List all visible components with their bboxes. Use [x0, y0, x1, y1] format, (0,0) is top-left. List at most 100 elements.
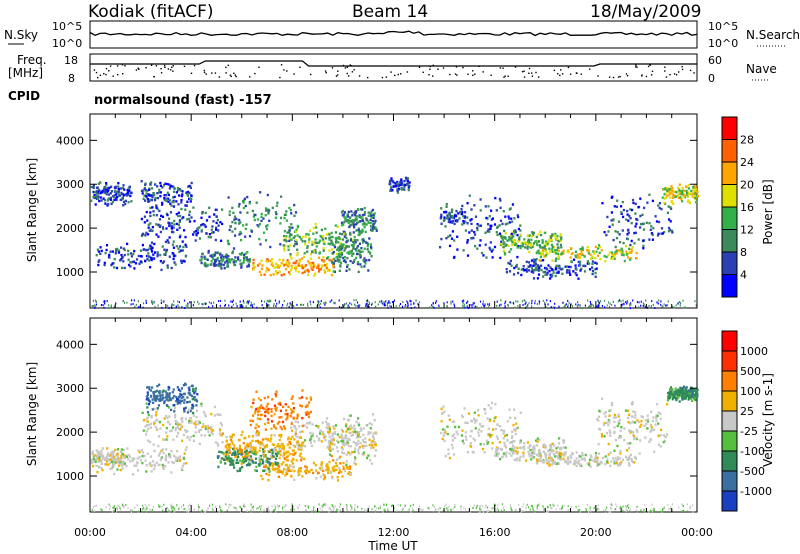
- power-echo: [147, 200, 150, 203]
- power-echo: [132, 303, 134, 305]
- power-echo: [311, 240, 314, 243]
- power-echo: [399, 303, 402, 305]
- power-echo: [463, 221, 466, 225]
- power-echo: [239, 300, 241, 303]
- power-echo: [561, 251, 564, 254]
- power-echo: [346, 213, 349, 217]
- power-echo: [352, 239, 355, 242]
- power-echo: [604, 259, 607, 263]
- velocity-echo: [500, 448, 503, 451]
- velocity-echo: [239, 459, 242, 462]
- power-echo: [585, 249, 589, 252]
- power-echo: [353, 258, 356, 262]
- power-echo: [510, 248, 513, 251]
- power-echo: [556, 246, 559, 249]
- power-echo: [179, 249, 182, 252]
- power-echo: [252, 262, 255, 265]
- velocity-echo: [340, 470, 343, 474]
- power-echo: [278, 270, 281, 273]
- power-echo: [114, 193, 117, 196]
- power-echo: [679, 301, 681, 304]
- nave-dot: [93, 69, 96, 71]
- velocity-echo: [367, 431, 370, 434]
- power-echo: [219, 256, 223, 259]
- power-echo: [348, 250, 351, 253]
- power-echo: [367, 242, 370, 245]
- power-echo: [157, 223, 160, 227]
- velocity-echo: [469, 435, 472, 438]
- power-echo: [275, 262, 278, 265]
- nave-dot: [103, 73, 105, 75]
- velocity-echo: [613, 413, 617, 417]
- velocity-echo: [263, 407, 266, 410]
- velocity-echo: [137, 449, 140, 452]
- power-echo: [121, 186, 125, 190]
- nave-dot: [97, 76, 99, 79]
- power-echo: [468, 194, 471, 197]
- power-echo: [611, 223, 614, 226]
- velocity-echo: [680, 388, 683, 392]
- power-echo: [418, 301, 420, 304]
- nave-dot: [108, 70, 110, 72]
- velocity-echo: [271, 398, 274, 401]
- power-echo: [198, 237, 201, 240]
- power-echo: [664, 188, 667, 191]
- power-echo: [123, 253, 126, 257]
- power-echo: [344, 233, 347, 236]
- velocity-echo: [634, 457, 637, 460]
- power-echo: [371, 208, 375, 212]
- velocity-echo: [531, 449, 535, 452]
- power-echo: [258, 223, 262, 226]
- power-echo: [530, 235, 533, 238]
- nave-dot: [569, 73, 572, 75]
- velocity-echo: [265, 405, 268, 408]
- power-echo: [340, 261, 343, 265]
- power-echo: [352, 260, 355, 263]
- power-echo: [322, 256, 325, 259]
- velocity-echo: [527, 446, 530, 449]
- velocity-echo: [287, 438, 290, 441]
- power-echo: [308, 237, 311, 240]
- power-echo: [194, 239, 197, 242]
- power-echo: [694, 192, 697, 195]
- velocity-echo: [286, 416, 289, 420]
- power-echo: [397, 185, 400, 188]
- power-echo: [535, 235, 538, 239]
- power-echo: [109, 250, 112, 253]
- velocity-echo: [263, 396, 266, 400]
- velocity-echo: [666, 403, 669, 406]
- velocity-echo: [322, 469, 325, 473]
- power-echo: [283, 230, 286, 233]
- velocity-echo: [518, 457, 521, 461]
- velocity-echo: [330, 454, 333, 458]
- nsky-label: N.Sky: [4, 28, 38, 42]
- velocity-echo: [327, 430, 330, 434]
- velocity-echo: [99, 453, 102, 456]
- velocity-echo: [446, 425, 449, 428]
- velocity-echo: [689, 388, 692, 391]
- velocity-echo: [186, 401, 189, 404]
- velocity-echo: [327, 439, 331, 443]
- power-echo: [368, 303, 371, 306]
- velocity-echo: [261, 406, 264, 410]
- power-echo: [248, 235, 252, 238]
- power-echo: [561, 267, 564, 270]
- power-echo: [342, 230, 345, 233]
- velocity-echo: [275, 454, 278, 458]
- nave-dot: [117, 74, 119, 76]
- velocity-echo: [91, 460, 94, 464]
- power-echo: [495, 209, 498, 212]
- velocity-echo: [288, 446, 291, 449]
- power-echo: [271, 264, 275, 268]
- power-echo: [693, 190, 696, 193]
- power-echo: [242, 200, 245, 203]
- velocity-echo: [168, 455, 171, 458]
- velocity-echo: [617, 415, 620, 418]
- power-echo: [683, 189, 686, 193]
- power-echo: [252, 263, 255, 267]
- velocity-echo: [369, 427, 372, 430]
- power-echo: [178, 245, 182, 248]
- power-echo: [301, 235, 304, 239]
- velocity-echo: [332, 459, 335, 462]
- power-echo: [216, 218, 219, 222]
